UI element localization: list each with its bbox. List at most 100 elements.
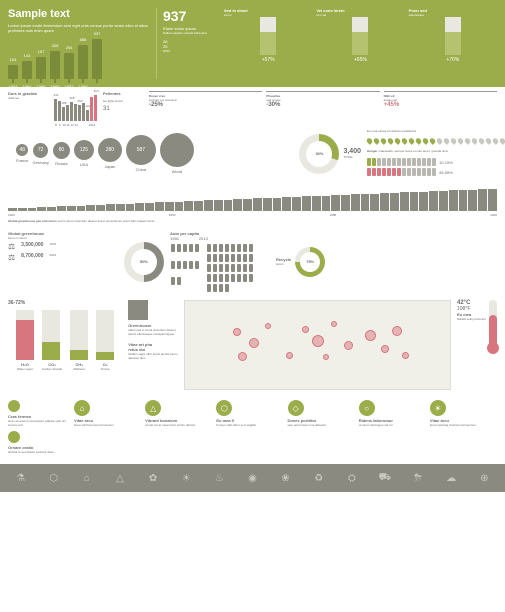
timeline-bar <box>282 197 291 211</box>
strip-icon: ⛭ <box>344 470 360 486</box>
timeline-bar <box>77 206 86 212</box>
weights-row: Global greenhouse lorem in simul ⚖3,500,… <box>0 227 505 296</box>
bottom-row: Cras fermenloren sit ament connectetur a… <box>0 394 505 464</box>
strip-icon: ⚗ <box>13 470 29 486</box>
mini-bar: 103 <box>86 110 89 121</box>
bubble: 80Russia <box>53 142 70 166</box>
person-icon <box>231 244 235 252</box>
header-desc: Lorem ipsum morbi fermentum sem eget orb… <box>8 23 148 33</box>
timeline-bar <box>468 190 477 212</box>
page-title: Sample text <box>8 8 148 20</box>
drop-icon <box>471 137 479 145</box>
timeline-bar <box>175 202 184 212</box>
tl-y2: 1958 <box>330 213 337 217</box>
strip-icon: ⬡ <box>46 470 62 486</box>
n3: 2004 <box>163 49 216 53</box>
person-icon <box>225 254 229 262</box>
bottom-col: ⌂Vitae arculoren sdf rheoncus fermentum <box>74 400 141 458</box>
strip-icon: ◉ <box>244 470 260 486</box>
timeline-bar <box>292 197 301 212</box>
timeline-bar <box>106 204 115 211</box>
person-icon <box>237 254 241 262</box>
drop-icon <box>380 137 388 145</box>
pell-d: leo lighe simuit <box>103 99 143 103</box>
map-dot <box>344 341 353 350</box>
bubble: 72Germany <box>32 143 48 165</box>
pell-title: Pellentes <box>103 91 143 96</box>
timeline-section: 1900 1950 1958 2000 Global greenhouse ga… <box>0 182 505 227</box>
bottom-col: ○Ridens laboromuromnium doctrogue sel re… <box>359 400 426 458</box>
minibar-chart: 34189189101130512132541032014310 <box>54 91 97 121</box>
bottom-col: ☀Vitae arculorem ipsicing rhorricus ferm… <box>430 400 497 458</box>
strip-icon: ⊕ <box>476 470 492 486</box>
map-dot <box>312 335 324 347</box>
map-section: 36-72% H₂OWater vaporCO₂Carbon dioxideCH… <box>0 296 505 394</box>
mini-bar: 310 <box>94 95 97 121</box>
timeline-bar <box>165 202 174 211</box>
people-rows: 10-15%45-55% <box>367 156 497 176</box>
timeline-bar <box>155 202 164 211</box>
person-icon <box>231 264 235 272</box>
map-dot <box>381 345 389 353</box>
timeline-bar <box>233 199 242 211</box>
bottom-col: ◇Donec porttitorsem accumsan uma detrect… <box>288 400 355 458</box>
timeline-bar <box>459 190 468 211</box>
bubble: 587China <box>126 135 156 172</box>
map-dot <box>286 352 293 359</box>
timeline-bar <box>243 199 252 212</box>
person-icon <box>219 284 223 292</box>
timeline-bar <box>224 200 233 212</box>
timeline-bar <box>312 196 321 211</box>
person-icon <box>207 254 211 262</box>
map-dot <box>238 352 247 361</box>
person-icon <box>213 264 217 272</box>
ac-y1: 1950 <box>170 236 179 241</box>
drop-icon <box>457 137 465 145</box>
person-icon <box>177 261 181 269</box>
map-dot <box>365 330 376 341</box>
timeline-bar <box>18 208 27 211</box>
map-d: Nullam sagis nibh turpis iaculis lorem d… <box>128 352 178 360</box>
thermometer <box>489 300 497 350</box>
people-row: 10-15% <box>367 158 497 166</box>
tree-chart: 1041993143199416719953051996254199758819… <box>8 39 148 79</box>
timeline-bar <box>410 192 419 211</box>
map-dot <box>233 328 241 336</box>
header-col: Vel cons loremerm vel+65% <box>316 8 404 79</box>
timeline-bar <box>135 203 144 211</box>
stacked-bar: CO₂Carbon dioxide <box>42 310 62 371</box>
person-icon <box>189 261 193 269</box>
drop-icon <box>499 137 505 145</box>
bubble: 48France <box>16 144 28 163</box>
stacked-bar: H₂OWater vapor <box>16 310 34 371</box>
timeline-bar <box>8 208 17 211</box>
tree-bar: 3051996 <box>50 51 60 79</box>
drop-icon <box>478 137 486 145</box>
tree-bar: 2541997 <box>64 53 74 79</box>
bottom-left-item: Cras fermenloren sit ament connectetur a… <box>8 400 68 427</box>
donut-chart: 30% <box>299 134 339 174</box>
drop-icon <box>450 137 458 145</box>
mini-bar: 3418 <box>54 99 57 121</box>
header-mid-sub2: Nullam sagittis urauida hirbendur <box>163 31 216 35</box>
person-icon <box>243 264 247 272</box>
strip-icon: ⌂ <box>79 470 95 486</box>
tree-bar: 5881998 <box>78 45 88 79</box>
timeline-bar <box>47 207 56 212</box>
timeline-bar <box>28 208 37 212</box>
rec-pct: 75% <box>306 259 314 264</box>
person-icon <box>207 284 211 292</box>
person-icon <box>231 254 235 262</box>
person-icon <box>195 244 199 252</box>
strip-icon: ☀ <box>178 470 194 486</box>
ac-y2: 2013 <box>199 236 208 241</box>
drop-icon <box>401 137 409 145</box>
timeline-bar <box>341 195 350 212</box>
percent-box: Nibh eliaspas veit+45% <box>384 91 497 121</box>
percent-boxes: Donec crecportritor em amcomp-25%Phasell… <box>149 91 497 121</box>
bubble: 280Japan <box>98 138 122 169</box>
timeline-bar <box>429 191 438 211</box>
tl-title: Global greenhouse gas emissions <box>8 219 57 223</box>
tree-bar: 1431994 <box>22 61 32 79</box>
pell-n: 31 <box>103 106 143 112</box>
